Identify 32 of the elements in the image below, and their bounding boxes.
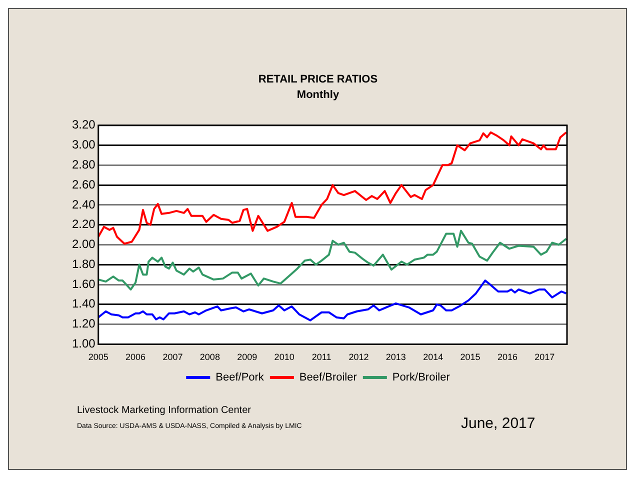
x-tick-label: 2007 (162, 352, 183, 362)
y-tick-label: 2.40 (72, 197, 96, 212)
x-tick-label: 2012 (348, 352, 369, 362)
y-tick-label: 2.80 (72, 157, 96, 172)
x-tick-label: 2011 (312, 352, 332, 362)
x-tick-label: 2013 (386, 352, 406, 362)
y-tick-label: 1.00 (72, 336, 96, 351)
text: Livestock Marketing Information Center (77, 405, 251, 416)
y-tick-label: 1.60 (72, 276, 96, 291)
legend-label: Pork/Broiler (392, 372, 450, 384)
y-tick-label: 1.40 (72, 296, 96, 311)
y-tick-label: 1.80 (72, 256, 96, 271)
y-tick-label: 2.00 (72, 237, 96, 252)
legend-label: Beef/Pork (216, 372, 264, 384)
legend-label: Beef/Broiler (299, 372, 358, 384)
x-tick-label: 2009 (237, 352, 258, 362)
x-tick-label: 2014 (423, 352, 444, 362)
y-tick-label: 2.20 (72, 217, 96, 232)
x-tick-label: 2008 (200, 352, 220, 362)
y-tick-label: 3.20 (72, 118, 96, 132)
y-tick-label: 1.20 (72, 316, 96, 331)
text: June, 2017 (461, 415, 536, 432)
x-tick-label: 2005 (88, 352, 108, 362)
chart-subtitle: Monthly (296, 88, 340, 101)
y-tick-label: 3.00 (72, 138, 96, 152)
chart-title: RETAIL PRICE RATIOS (258, 74, 378, 86)
y-tick-label: 2.60 (72, 177, 96, 192)
x-tick-label: 2016 (497, 352, 518, 362)
x-tick-label: 2006 (126, 352, 146, 362)
x-tick-label: 2010 (274, 352, 294, 362)
x-tick-label: 2015 (460, 352, 480, 362)
x-tick-label: 2017 (534, 352, 555, 362)
